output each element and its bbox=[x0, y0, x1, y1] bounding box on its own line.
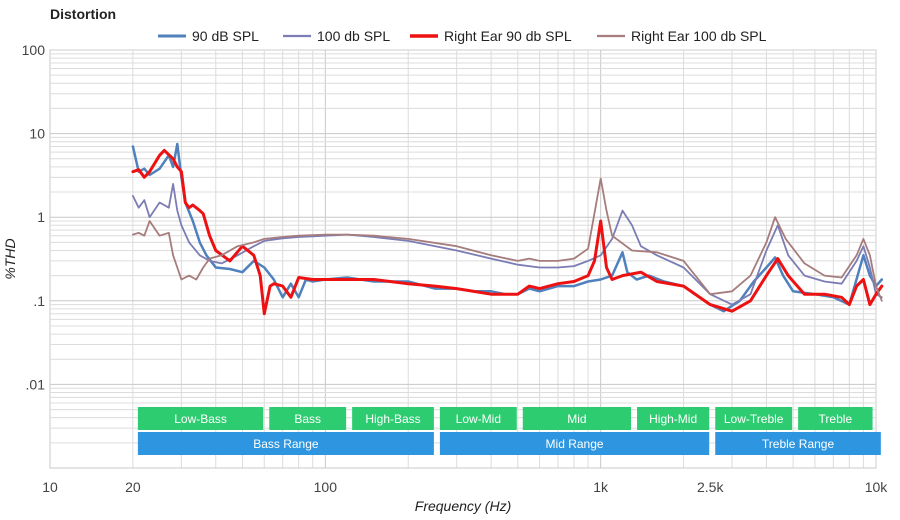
chart-title: Distortion bbox=[50, 6, 116, 22]
y-axis-ticks: 100 10 1 .1 .01 bbox=[22, 42, 46, 392]
series-lines bbox=[131, 142, 884, 316]
y-tick-label: 100 bbox=[22, 42, 46, 58]
legend-label-100-db-spl: 100 db SPL bbox=[317, 28, 390, 44]
series-line-100-db-spl bbox=[132, 183, 883, 306]
band-mid bbox=[522, 407, 632, 430]
series-line-90-db-spl bbox=[131, 142, 884, 313]
band-high-bass bbox=[352, 407, 434, 430]
x-tick-label: 20 bbox=[125, 479, 141, 495]
band-label-mid: Mid bbox=[567, 412, 586, 426]
x-tick-label: 100 bbox=[314, 479, 338, 495]
band-label-treble: Treble bbox=[819, 412, 853, 426]
x-axis-ticks: 10 20 100 1k 2.5k 10k bbox=[42, 479, 888, 495]
band-label-low-treble: Low-Treble bbox=[724, 412, 784, 426]
series-line-right-ear-90-db-spl bbox=[131, 148, 884, 316]
band-label-high-mid: High-Mid bbox=[649, 412, 697, 426]
band-label-treble-range: Treble Range bbox=[762, 437, 835, 451]
x-tick-label: 2.5k bbox=[697, 479, 724, 495]
series-line-right-ear-100-db-spl bbox=[132, 177, 883, 302]
band-treble bbox=[798, 407, 873, 430]
x-tick-label: 10 bbox=[42, 479, 58, 495]
y-tick-label: .1 bbox=[33, 293, 45, 309]
y-tick-label: .01 bbox=[26, 376, 46, 392]
band-low-mid bbox=[439, 407, 517, 430]
x-tick-label: 10k bbox=[865, 479, 889, 495]
frequency-bands: Low-Bass Bass High-Bass Low-Mid Mid High-Mid L… bbox=[137, 407, 881, 455]
band-bass-range bbox=[137, 432, 434, 455]
band-label-mid-range: Mid Range bbox=[546, 437, 604, 451]
band-label-low-bass: Low-Bass bbox=[174, 412, 227, 426]
x-axis-label: Frequency (Hz) bbox=[415, 498, 511, 514]
band-label-bass: Bass bbox=[294, 412, 321, 426]
legend-label-90-db-spl: 90 dB SPL bbox=[192, 28, 259, 44]
legend-label-right-ear-90-db-spl: Right Ear 90 db SPL bbox=[444, 28, 572, 44]
band-label-bass-range: Bass Range bbox=[253, 437, 319, 451]
plot-area bbox=[49, 49, 877, 469]
legend: 90 dB SPL 100 db SPL Right Ear 90 db SPL Ri… bbox=[158, 28, 767, 44]
legend-label-right-ear-100-db-spl: Right Ear 100 db SPL bbox=[631, 28, 767, 44]
band-low-treble bbox=[715, 407, 793, 430]
band-label-high-bass: High-Bass bbox=[365, 412, 420, 426]
band-bass bbox=[269, 407, 347, 430]
y-tick-label: 10 bbox=[29, 126, 45, 142]
band-treble-range bbox=[715, 432, 881, 455]
band-label-low-mid: Low-Mid bbox=[456, 412, 501, 426]
band-high-mid bbox=[637, 407, 710, 430]
y-tick-label: 1 bbox=[37, 209, 45, 225]
y-axis-label: %THD bbox=[2, 238, 18, 279]
band-mid-range bbox=[439, 432, 710, 455]
band-low-bass bbox=[137, 407, 264, 430]
x-tick-label: 1k bbox=[593, 479, 609, 495]
